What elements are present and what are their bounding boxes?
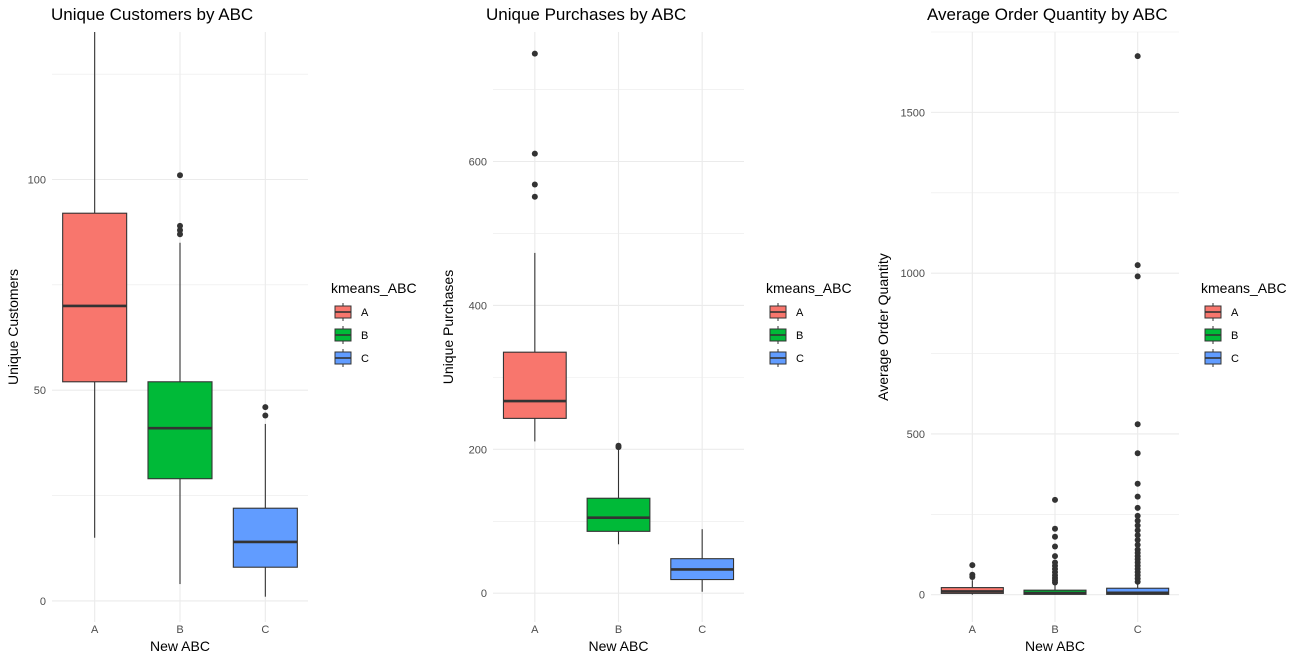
x-tick-label: B [615,624,622,636]
x-tick-label: A [91,624,99,636]
outlier-point [531,50,538,57]
outlier-point [1052,553,1058,560]
y-tick-label: 100 [28,175,46,187]
y-axis-label: Unique Customers [5,269,21,385]
outlier-point [1134,273,1141,280]
legend-label: C [361,353,369,365]
outlier-point [1134,522,1141,529]
legend-title: kmeans_ABC [766,280,852,296]
box-a [502,351,567,419]
legend-label: B [1231,330,1238,342]
outlier-point [531,150,538,157]
outlier-point [1052,496,1058,503]
outlier-point [1134,541,1141,548]
box-b [147,381,213,480]
y-tick-label: 200 [469,444,487,456]
outlier-point [262,404,269,411]
y-tick-label: 0 [919,590,925,602]
outlier-point [1052,533,1058,540]
outlier-point [177,172,183,179]
legend-label: B [361,330,368,342]
box-a [62,212,128,383]
x-axis-label: New ABC [589,638,649,654]
outlier-point [1134,421,1141,428]
outlier-point [1134,537,1141,544]
outlier-point [1134,450,1141,457]
box-b [586,497,651,532]
x-tick-label: B [1051,624,1058,636]
outlier-point [262,412,269,419]
y-tick-label: 400 [469,300,487,312]
outlier-point [1134,480,1141,487]
y-tick-label: 600 [469,157,487,169]
x-tick-label: A [531,624,539,636]
outlier-point [177,227,183,234]
y-tick-label: 1500 [901,107,925,119]
outlier-point [1134,527,1141,534]
outlier-point [615,442,622,449]
y-tick-label: 0 [40,596,46,608]
outlier-point [1052,543,1058,550]
y-tick-label: 500 [907,429,925,441]
legend-label: B [796,330,803,342]
legend-title: kmeans_ABC [1201,280,1287,296]
outlier-point [1134,532,1141,539]
outlier-point [531,181,538,188]
chart-title: Unique Customers by ABC [51,5,253,24]
box-c [232,507,298,568]
outlier-point [969,562,976,569]
legend-label: A [361,307,369,319]
outlier-point [1134,504,1141,511]
outlier-point [1134,53,1141,60]
outlier-point [1134,546,1141,553]
outlier-point [1052,525,1058,532]
legend-label: A [796,307,804,319]
x-tick-label: C [261,624,269,636]
x-tick-label: C [1134,624,1142,636]
outlier-point [1134,512,1141,519]
x-tick-label: B [176,624,183,636]
outlier-point [969,571,976,578]
x-tick-label: A [969,624,977,636]
chart-title: Unique Purchases by ABC [486,5,686,24]
outlier-point [531,193,538,200]
y-tick-label: 0 [481,588,487,600]
legend-label: C [796,353,804,365]
y-tick-label: 1000 [901,268,925,280]
y-tick-label: 50 [34,385,46,397]
outlier-point [1134,493,1141,500]
x-axis-label: New ABC [1025,638,1085,654]
legend-title: kmeans_ABC [331,280,417,296]
outlier-point [1052,559,1058,566]
y-axis-label: Unique Purchases [440,270,456,384]
outlier-point [1134,517,1141,524]
x-tick-label: C [698,624,706,636]
x-axis-label: New ABC [150,638,210,654]
outlier-point [177,222,183,229]
y-axis-label: Average Order Quantity [875,253,891,401]
outlier-point [177,231,183,238]
legend-label: C [1231,353,1239,365]
outlier-point [1134,262,1141,269]
legend-label: A [1231,307,1239,319]
chart-title: Average Order Quantity by ABC [927,5,1168,24]
box-c [1106,587,1170,595]
